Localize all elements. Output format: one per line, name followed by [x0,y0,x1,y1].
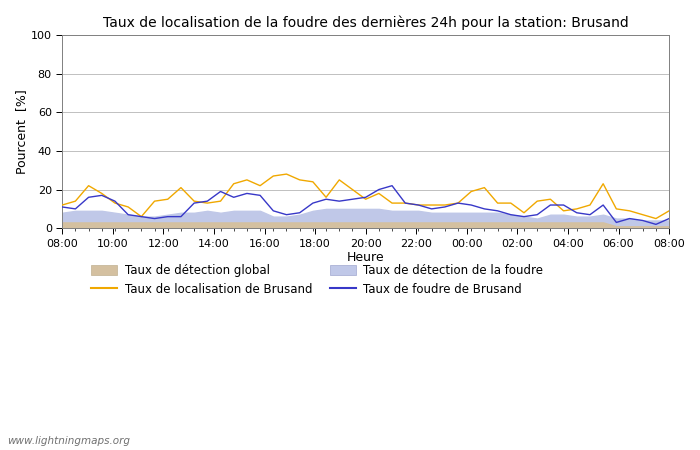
Legend: Taux de détection global, Taux de localisation de Brusand, Taux de détection de : Taux de détection global, Taux de locali… [92,264,542,296]
Title: Taux de localisation de la foudre des dernières 24h pour la station: Brusand: Taux de localisation de la foudre des de… [103,15,629,30]
Text: www.lightningmaps.org: www.lightningmaps.org [7,436,130,446]
X-axis label: Heure: Heure [346,252,384,265]
Y-axis label: Pourcent  [%]: Pourcent [%] [15,89,28,174]
